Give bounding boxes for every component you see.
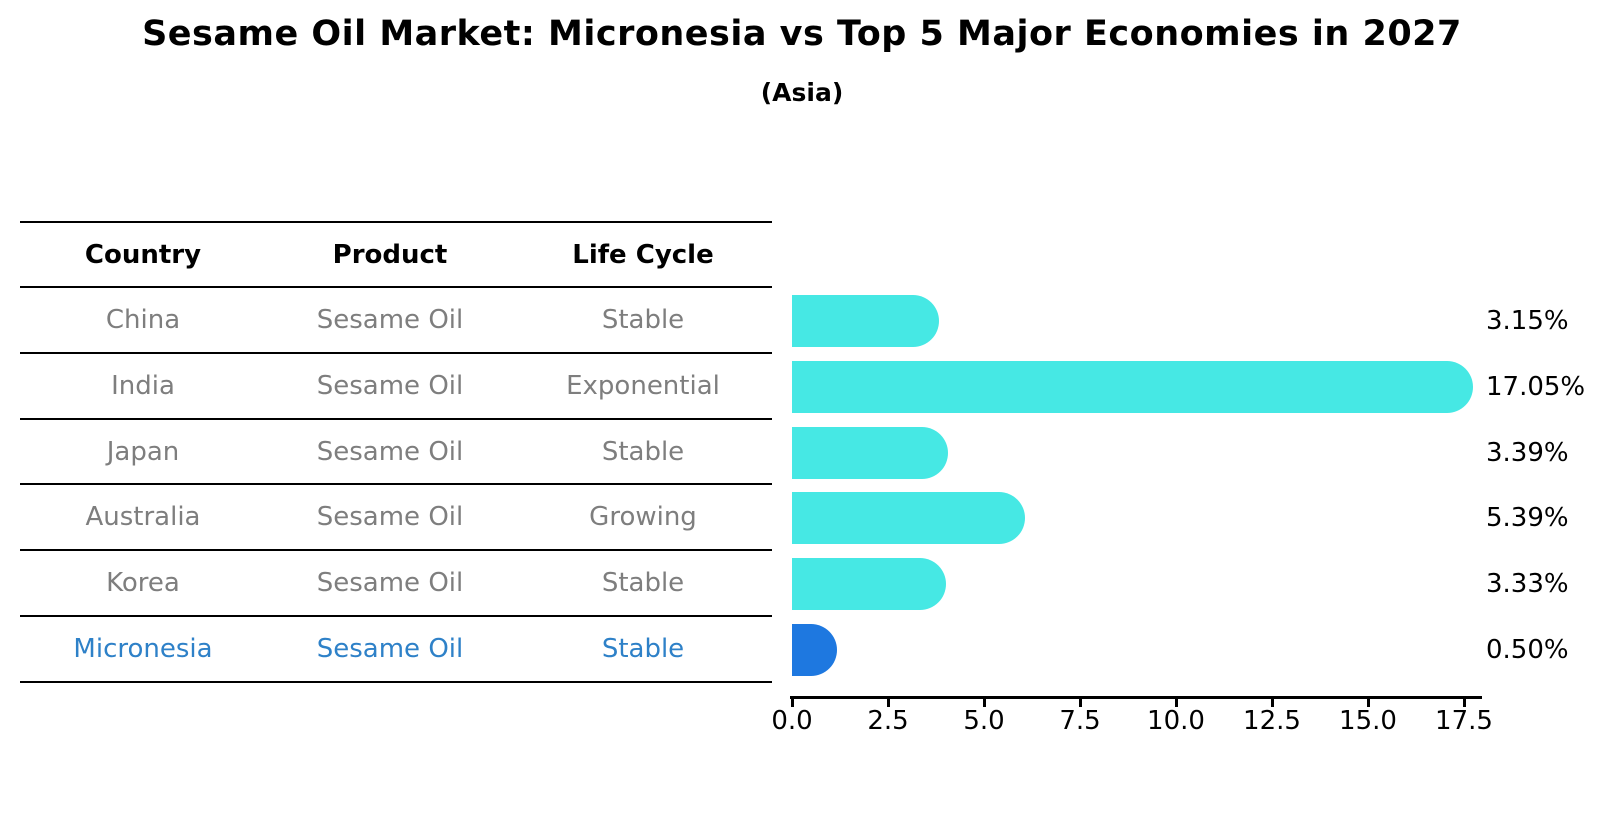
x-axis-tick <box>983 698 986 707</box>
data-table: Country Product Life Cycle China Sesame O… <box>20 221 772 683</box>
cell-product: Sesame Oil <box>316 436 464 467</box>
bar-japan <box>792 426 948 479</box>
cell-life-cycle: Stable <box>601 568 685 599</box>
x-axis-tick <box>1271 698 1274 707</box>
bar-value-label: 0.50% <box>1486 635 1569 666</box>
bar-india <box>792 360 1473 413</box>
bar-korea <box>792 558 946 611</box>
cell-product: Sesame Oil <box>316 304 464 335</box>
cell-life-cycle: Stable <box>601 304 685 335</box>
table-row: China Sesame Oil Stable <box>20 288 772 354</box>
bar-value-label: 5.39% <box>1486 503 1569 534</box>
cell-life-cycle: Stable <box>601 436 685 467</box>
x-axis-tick-label: 10.0 <box>1147 706 1205 736</box>
table-row: Australia Sesame Oil Growing <box>20 485 772 552</box>
chart-subtitle: (Asia) <box>760 78 844 107</box>
bar-value-label: 17.05% <box>1486 371 1586 402</box>
x-axis-tick <box>1367 698 1370 707</box>
table-body: China Sesame Oil Stable India Sesame Oil Expo… <box>20 288 772 683</box>
table-row: Micronesia Sesame Oil Stable <box>20 617 772 683</box>
table-row: India Sesame Oil Exponential <box>20 354 772 420</box>
bar-china <box>792 294 939 347</box>
x-axis-tick-label: 17.5 <box>1435 706 1493 736</box>
header-cell-life-cycle: Life Cycle <box>572 239 714 270</box>
cell-product: Sesame Oil <box>316 634 464 665</box>
cell-product: Sesame Oil <box>316 370 464 401</box>
x-axis-tick-label: 7.5 <box>1059 706 1101 736</box>
table-row: Korea Sesame Oil Stable <box>20 551 772 618</box>
x-axis-tick-label: 15.0 <box>1339 706 1397 736</box>
chart-title: Sesame Oil Market: Micronesia vs Top 5 M… <box>142 14 1462 54</box>
cell-country: Japan <box>106 436 180 467</box>
cell-country: India <box>111 370 175 401</box>
table-row: Japan Sesame Oil Stable <box>20 420 772 486</box>
cell-country: Micronesia <box>73 634 213 665</box>
x-axis-tick-label: 2.5 <box>867 706 909 736</box>
x-axis-tick-label: 12.5 <box>1243 706 1301 736</box>
table-header-row: Country Product Life Cycle <box>20 221 772 288</box>
bar-value-label: 3.15% <box>1486 305 1569 336</box>
cell-life-cycle: Growing <box>589 502 697 533</box>
x-axis-tick <box>1175 698 1178 707</box>
bar-value-label: 3.39% <box>1486 437 1569 468</box>
cell-life-cycle: Exponential <box>566 370 720 401</box>
cell-product: Sesame Oil <box>316 502 464 533</box>
x-axis-tick-label: 5.0 <box>963 706 1005 736</box>
cell-product: Sesame Oil <box>316 568 464 599</box>
x-axis-tick <box>1463 698 1466 707</box>
x-axis-tick <box>887 698 890 707</box>
header-cell-product: Product <box>332 239 448 270</box>
x-axis-tick-label: 0.0 <box>771 706 813 736</box>
x-axis-tick <box>1079 698 1082 707</box>
bar-value-label: 3.33% <box>1486 569 1569 600</box>
x-axis-line <box>790 696 1482 699</box>
cell-country: Australia <box>85 502 201 533</box>
bar-micronesia <box>792 624 837 677</box>
bar-australia <box>792 492 1025 545</box>
cell-life-cycle: Stable <box>601 634 685 665</box>
header-cell-country: Country <box>84 239 202 270</box>
cell-country: Korea <box>106 568 180 599</box>
x-axis-tick <box>791 698 794 707</box>
cell-country: China <box>105 304 181 335</box>
